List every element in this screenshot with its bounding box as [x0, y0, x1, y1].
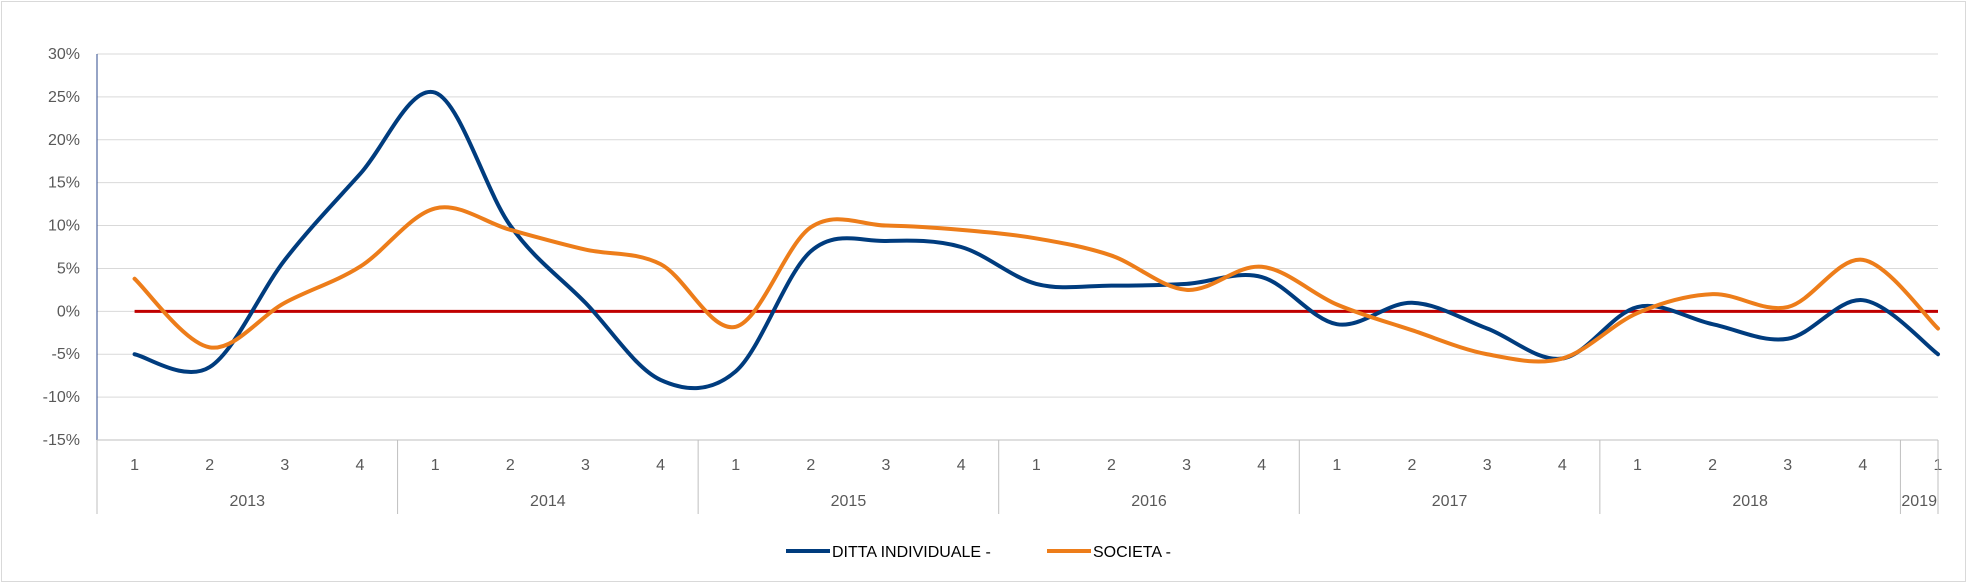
x-tick-label: 1: [1332, 457, 1341, 474]
series-line-societa: [132, 205, 1940, 364]
x-tick-label: 1: [431, 457, 440, 474]
year-label: 2018: [1732, 493, 1768, 510]
x-tick-label: 4: [656, 457, 665, 474]
x-tick-label: 1: [130, 457, 139, 474]
x-tick-label: 4: [356, 457, 365, 474]
legend-label: SOCIETA -: [1093, 544, 1171, 561]
y-tick-label: 30%: [48, 46, 80, 63]
x-tick-label: 1: [731, 457, 740, 474]
series-line-ditta-individuale: [132, 89, 1940, 391]
y-tick-label: -5%: [52, 346, 80, 363]
x-tick-label: 1: [1032, 457, 1041, 474]
x-tick-label: 2: [506, 457, 515, 474]
x-tick-label: 3: [1483, 457, 1492, 474]
x-tick-label: 4: [1858, 457, 1867, 474]
year-label: 2015: [831, 493, 867, 510]
y-tick-label: 25%: [48, 89, 80, 106]
year-label: 2017: [1432, 493, 1468, 510]
y-axis-ticks: 30% 25% 20% 15% 10% 5% 0% -5% -10% -15%: [43, 46, 98, 449]
x-tick-label: 4: [1558, 457, 1567, 474]
x-tick-label: 4: [1257, 457, 1266, 474]
x-tick-label: 2: [1107, 457, 1116, 474]
year-label: 2016: [1131, 493, 1167, 510]
y-tick-label: 15%: [48, 175, 80, 192]
x-tick-label: 3: [1783, 457, 1792, 474]
legend-label: DITTA INDIVIDUALE -: [832, 544, 991, 561]
x-tick-label: 2: [1708, 457, 1717, 474]
x-tick-label: 3: [882, 457, 891, 474]
y-tick-label: -10%: [43, 389, 80, 406]
year-label: 2019: [1901, 493, 1937, 510]
gridlines: [97, 53, 1938, 441]
y-tick-label: 10%: [48, 218, 80, 235]
year-label: 2014: [530, 493, 566, 510]
x-tick-label: 3: [280, 457, 289, 474]
year-label: 2013: [229, 493, 265, 510]
x-tick-label: 2: [806, 457, 815, 474]
x-tick-label: 4: [957, 457, 966, 474]
series-lines: [132, 89, 1940, 391]
x-tick-label: 3: [1182, 457, 1191, 474]
y-tick-label: 5%: [57, 260, 80, 277]
legend: DITTA INDIVIDUALE - SOCIETA -: [786, 544, 1171, 561]
y-tick-label: -15%: [43, 432, 80, 449]
x-tick-label: 2: [1408, 457, 1417, 474]
y-tick-label: 20%: [48, 132, 80, 149]
x-tick-label: 2: [205, 457, 214, 474]
x-tick-label: 3: [581, 457, 590, 474]
x-tick-label: 1: [1633, 457, 1642, 474]
y-tick-label: 0%: [57, 303, 80, 320]
